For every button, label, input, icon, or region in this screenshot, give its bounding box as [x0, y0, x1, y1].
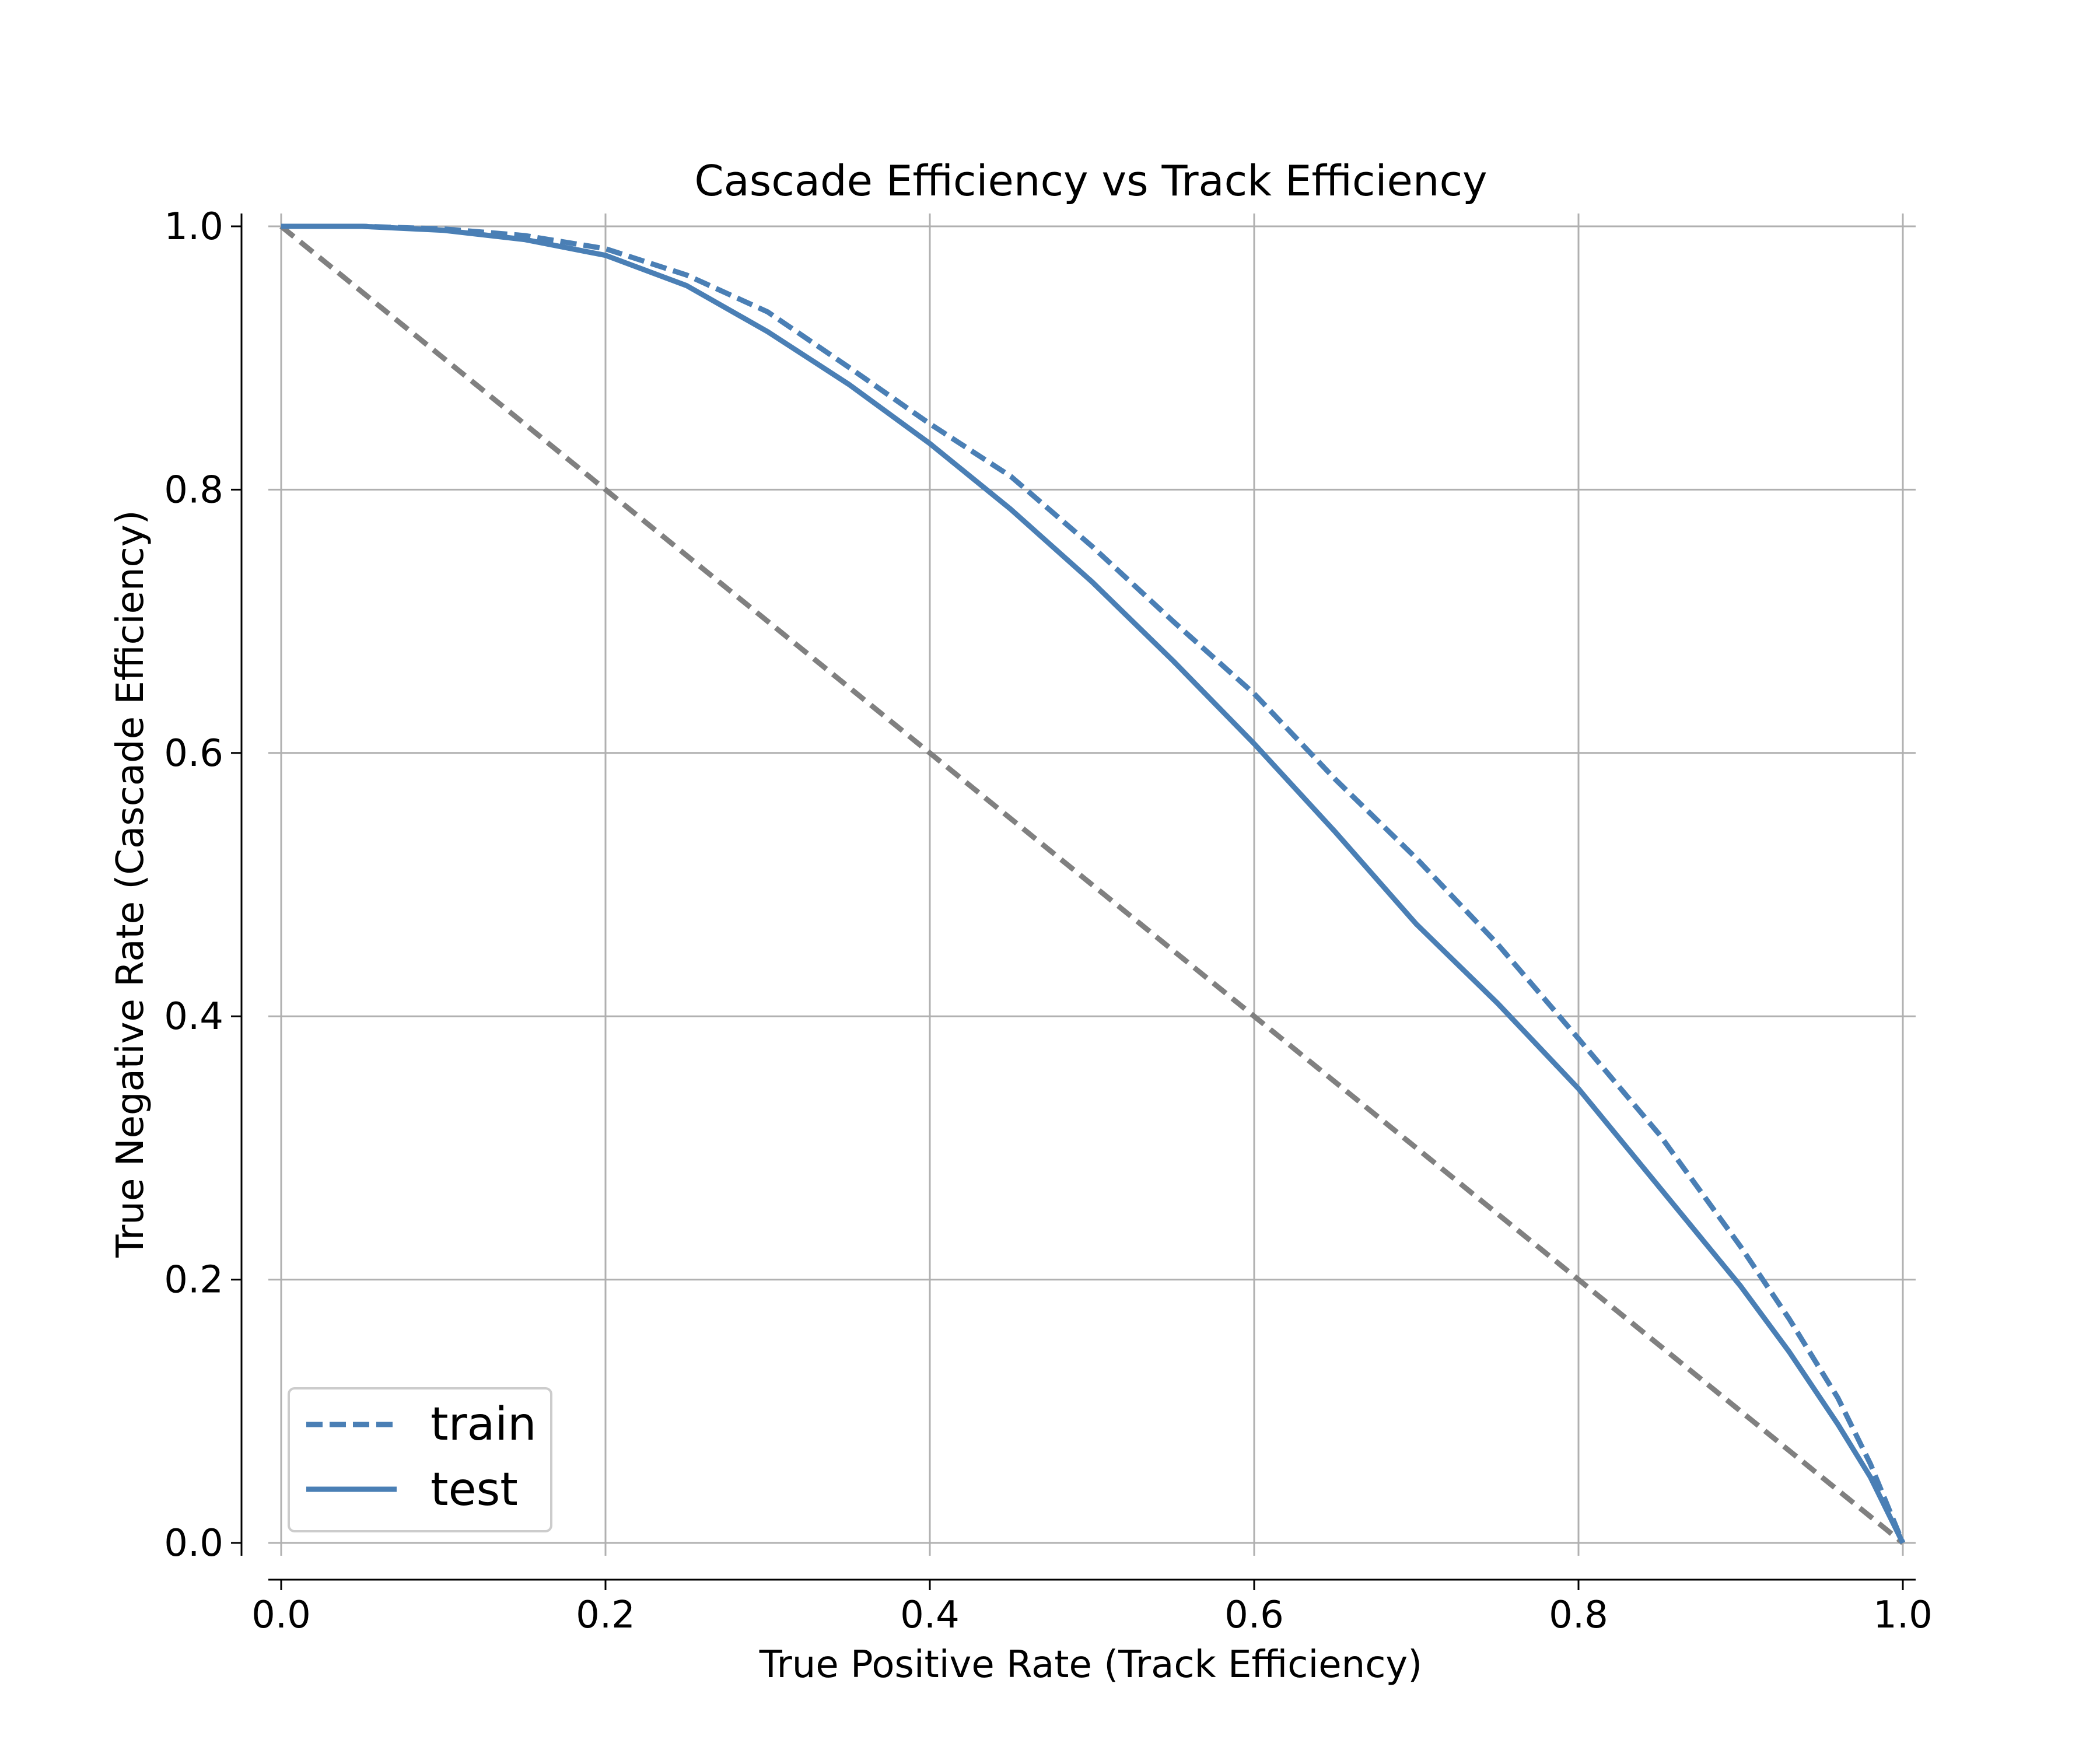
y-axis-label: True Negative Rate (Cascade Efficiency) — [109, 510, 152, 1258]
grid — [268, 214, 1916, 1556]
legend-label-train: train — [430, 1398, 537, 1451]
reference-diagonal-line — [279, 224, 1905, 1545]
chart-title: Cascade Efficiency vs Track Efficiency — [694, 156, 1487, 205]
x-axis-label: True Positive Rate (Track Efficiency) — [759, 1643, 1422, 1686]
ticks: 0.0 0.2 0.4 0.6 0.8 1.0 0.0 0.2 0.4 0.6 0.8 1.0 — [164, 205, 1933, 1637]
y-tick-label: 0.0 — [164, 1522, 223, 1565]
x-tick-label: 1.0 — [1873, 1594, 1933, 1637]
legend: train test — [288, 1387, 552, 1532]
x-tick-label: 0.8 — [1549, 1594, 1608, 1637]
y-tick-label: 0.2 — [164, 1259, 223, 1302]
y-tick-label: 1.0 — [164, 205, 223, 249]
axes — [240, 214, 1916, 1581]
y-tick-label: 0.4 — [164, 995, 223, 1038]
x-tick-label: 0.0 — [251, 1594, 311, 1637]
plot-lines — [279, 223, 1906, 1545]
legend-label-test: test — [430, 1464, 518, 1516]
series-line-test — [281, 223, 1906, 1544]
y-tick-label: 0.8 — [164, 468, 223, 512]
y-tick-label: 0.6 — [164, 732, 223, 775]
series-line-train — [281, 223, 1906, 1544]
x-tick-label: 0.6 — [1224, 1594, 1284, 1637]
x-tick-label: 0.4 — [900, 1594, 960, 1637]
x-tick-label: 0.2 — [576, 1594, 635, 1637]
